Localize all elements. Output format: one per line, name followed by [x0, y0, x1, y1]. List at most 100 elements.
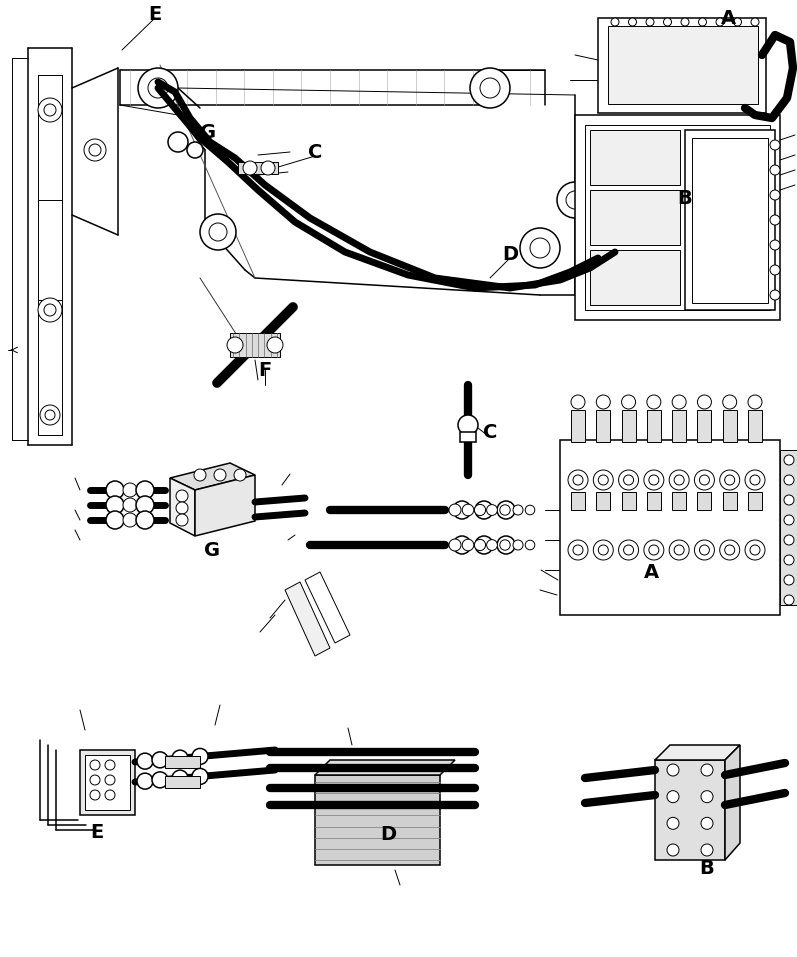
Circle shape: [770, 290, 780, 300]
Bar: [238, 162, 278, 174]
Text: B: B: [677, 189, 693, 208]
Bar: [608, 26, 758, 104]
Circle shape: [487, 504, 497, 516]
Bar: [585, 125, 770, 310]
Circle shape: [497, 536, 515, 554]
Circle shape: [525, 540, 535, 550]
Circle shape: [784, 495, 794, 505]
Circle shape: [701, 790, 713, 803]
Bar: [647, 492, 661, 510]
Circle shape: [724, 475, 735, 485]
Bar: [723, 492, 736, 510]
Circle shape: [90, 790, 100, 800]
Bar: [780, 450, 797, 605]
Circle shape: [487, 540, 497, 550]
Circle shape: [599, 545, 608, 555]
Polygon shape: [285, 582, 330, 656]
Bar: [165, 756, 200, 768]
Bar: [165, 776, 200, 788]
Circle shape: [720, 540, 740, 560]
Circle shape: [649, 545, 659, 555]
Circle shape: [573, 475, 583, 485]
Bar: [647, 410, 661, 442]
Circle shape: [770, 190, 780, 200]
Bar: [622, 410, 635, 442]
Circle shape: [123, 513, 137, 527]
Circle shape: [724, 545, 735, 555]
Circle shape: [694, 470, 714, 490]
Circle shape: [123, 483, 137, 497]
Circle shape: [647, 395, 661, 409]
Circle shape: [474, 504, 485, 516]
Circle shape: [449, 539, 461, 551]
Circle shape: [716, 18, 724, 26]
Text: E: E: [148, 5, 162, 24]
Circle shape: [513, 505, 523, 515]
Circle shape: [480, 78, 500, 98]
Circle shape: [105, 790, 115, 800]
Polygon shape: [725, 745, 740, 860]
Circle shape: [90, 760, 100, 770]
Bar: [575, 115, 780, 320]
Circle shape: [745, 470, 765, 490]
Circle shape: [520, 228, 560, 268]
Circle shape: [593, 470, 613, 490]
Circle shape: [500, 540, 510, 550]
Circle shape: [89, 144, 101, 156]
Circle shape: [172, 770, 188, 786]
Circle shape: [192, 768, 208, 785]
Bar: [672, 410, 686, 442]
Circle shape: [629, 18, 637, 26]
Circle shape: [475, 501, 493, 519]
Circle shape: [44, 104, 56, 116]
Bar: [748, 410, 762, 442]
Circle shape: [667, 764, 679, 776]
Bar: [85, 755, 130, 810]
Circle shape: [152, 752, 168, 768]
Circle shape: [623, 545, 634, 555]
Circle shape: [701, 764, 713, 776]
Circle shape: [745, 540, 765, 560]
Circle shape: [525, 505, 535, 515]
Circle shape: [136, 496, 154, 514]
Text: D: D: [380, 826, 396, 844]
Circle shape: [40, 405, 60, 425]
Polygon shape: [170, 478, 195, 536]
Circle shape: [136, 511, 154, 529]
Circle shape: [84, 139, 106, 161]
Bar: [560, 440, 780, 615]
Circle shape: [45, 410, 55, 420]
Circle shape: [137, 773, 153, 790]
Text: C: C: [483, 422, 497, 441]
Circle shape: [470, 68, 510, 108]
Text: A: A: [643, 563, 658, 582]
Circle shape: [784, 575, 794, 585]
Circle shape: [723, 395, 736, 409]
Bar: [596, 492, 611, 510]
Circle shape: [784, 515, 794, 525]
Circle shape: [194, 469, 206, 481]
Circle shape: [214, 469, 226, 481]
Text: G: G: [204, 541, 220, 560]
Circle shape: [784, 535, 794, 545]
Bar: [571, 492, 585, 510]
Bar: [622, 492, 635, 510]
Circle shape: [475, 536, 493, 554]
Circle shape: [106, 481, 124, 499]
Bar: [692, 138, 768, 303]
Circle shape: [669, 470, 689, 490]
Polygon shape: [315, 760, 455, 775]
Circle shape: [261, 161, 275, 175]
Circle shape: [557, 182, 593, 218]
Circle shape: [566, 191, 584, 209]
Circle shape: [187, 142, 203, 158]
Circle shape: [698, 18, 706, 26]
Circle shape: [663, 18, 672, 26]
Circle shape: [227, 337, 243, 353]
Bar: [697, 410, 712, 442]
Circle shape: [234, 469, 246, 481]
Circle shape: [192, 748, 208, 765]
Circle shape: [784, 455, 794, 465]
Circle shape: [701, 817, 713, 830]
Text: C: C: [308, 143, 322, 162]
